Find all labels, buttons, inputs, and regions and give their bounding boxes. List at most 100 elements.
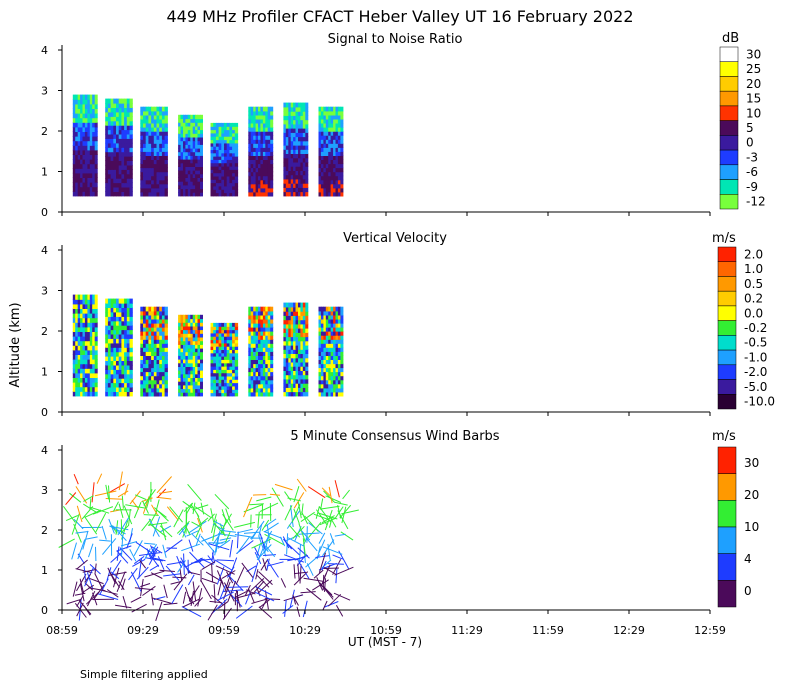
- velocity-cell: [140, 310, 144, 316]
- wind-barb: [71, 513, 80, 535]
- wind-barb: [148, 511, 158, 526]
- velocity-cell: [190, 333, 194, 338]
- snr-cell: [283, 149, 287, 154]
- snr-cell: [250, 135, 254, 140]
- velocity-cell: [318, 322, 322, 328]
- snr-cell: [335, 143, 339, 148]
- wind-barb: [213, 520, 225, 527]
- snr-cell: [262, 131, 266, 136]
- velocity-cell: [89, 340, 93, 346]
- velocity-cell: [267, 331, 271, 336]
- snr-cell: [267, 122, 271, 128]
- snr-cell: [318, 127, 322, 132]
- snr-cell: [151, 106, 155, 112]
- snr-cell: [124, 133, 128, 139]
- snr-cell: [218, 166, 222, 170]
- velocity-cell: [305, 345, 309, 350]
- velocity-cell: [84, 308, 88, 314]
- wind-barb: [218, 533, 237, 537]
- velocity-cell: [258, 355, 261, 360]
- velocity-cell: [253, 383, 257, 389]
- velocity-cell: [229, 329, 233, 334]
- velocity-cell: [84, 326, 88, 332]
- snr-cell: [295, 166, 299, 171]
- velocity-cell: [300, 391, 304, 397]
- velocity-cell: [87, 326, 91, 332]
- snr-cell: [302, 191, 306, 197]
- wind-barb: [289, 589, 295, 609]
- velocity-cell: [260, 310, 264, 316]
- wind-barb: [90, 506, 110, 514]
- velocity-cell: [87, 294, 91, 300]
- snr-cell: [226, 169, 230, 174]
- velocity-cell: [255, 331, 259, 336]
- snr-cell: [340, 106, 344, 112]
- snr-cell: [333, 114, 337, 120]
- velocity-cell: [113, 373, 117, 379]
- velocity-cell: [298, 340, 301, 346]
- snr-cell: [234, 129, 239, 134]
- snr-cell: [305, 132, 309, 138]
- snr-cell: [72, 159, 76, 165]
- velocity-cell: [151, 379, 155, 385]
- velocity-cell: [290, 387, 294, 393]
- snr-cell: [328, 122, 332, 128]
- snr-cell: [325, 143, 329, 148]
- snr-cell: [285, 128, 289, 133]
- velocity-cell: [260, 314, 264, 320]
- wind-barb: [140, 583, 151, 588]
- velocity-cell: [325, 383, 329, 389]
- velocity-cell: [229, 359, 233, 364]
- snr-cell: [265, 183, 269, 189]
- snr-cell: [110, 142, 114, 148]
- snr-cell: [105, 187, 109, 192]
- snr-cell: [340, 163, 344, 169]
- wind-barb: [86, 590, 96, 607]
- velocity-cell: [113, 329, 117, 335]
- velocity-cell: [210, 379, 214, 384]
- snr-cell: [110, 138, 114, 144]
- x-tick-label: 08:59: [46, 624, 78, 637]
- velocity-cell: [337, 335, 341, 340]
- snr-cell: [87, 108, 91, 114]
- velocity-cell: [110, 369, 114, 375]
- wind-barb: [117, 490, 129, 498]
- snr-cell: [288, 166, 292, 171]
- snr-cell: [335, 187, 339, 193]
- snr-cell: [285, 157, 289, 163]
- snr-cell: [190, 140, 194, 145]
- snr-cell: [295, 140, 299, 146]
- snr-cell: [302, 140, 306, 146]
- snr-cell: [293, 119, 297, 125]
- snr-cell: [190, 129, 194, 134]
- snr-cell: [148, 127, 152, 132]
- snr-cell: [77, 168, 81, 174]
- velocity-cell: [298, 366, 301, 371]
- snr-cell: [89, 186, 93, 192]
- snr-cell: [126, 120, 131, 126]
- snr-cell: [153, 122, 158, 128]
- velocity-cell: [187, 325, 191, 331]
- snr-cell: [126, 156, 131, 161]
- snr-cell: [110, 191, 114, 197]
- wind-barb: [178, 522, 190, 536]
- velocity-cell: [192, 392, 196, 397]
- wind-barb: [342, 489, 350, 500]
- velocity-cell: [255, 326, 259, 332]
- snr-cell: [250, 127, 254, 132]
- snr-cell: [295, 187, 299, 193]
- velocity-cell: [161, 326, 166, 332]
- snr-cell: [250, 122, 254, 128]
- velocity-cell: [92, 363, 96, 369]
- velocity-cell: [320, 314, 324, 320]
- velocity-cell: [180, 384, 184, 390]
- velocity-cell: [290, 383, 294, 388]
- velocity-cell: [92, 349, 96, 355]
- snr-cell: [330, 191, 334, 197]
- velocity-cell: [195, 362, 199, 367]
- colorbar-swatch: [717, 335, 737, 351]
- snr-cell: [221, 132, 225, 137]
- snr-cell: [161, 114, 166, 120]
- velocity-cell: [116, 360, 120, 366]
- snr-cell: [210, 136, 214, 141]
